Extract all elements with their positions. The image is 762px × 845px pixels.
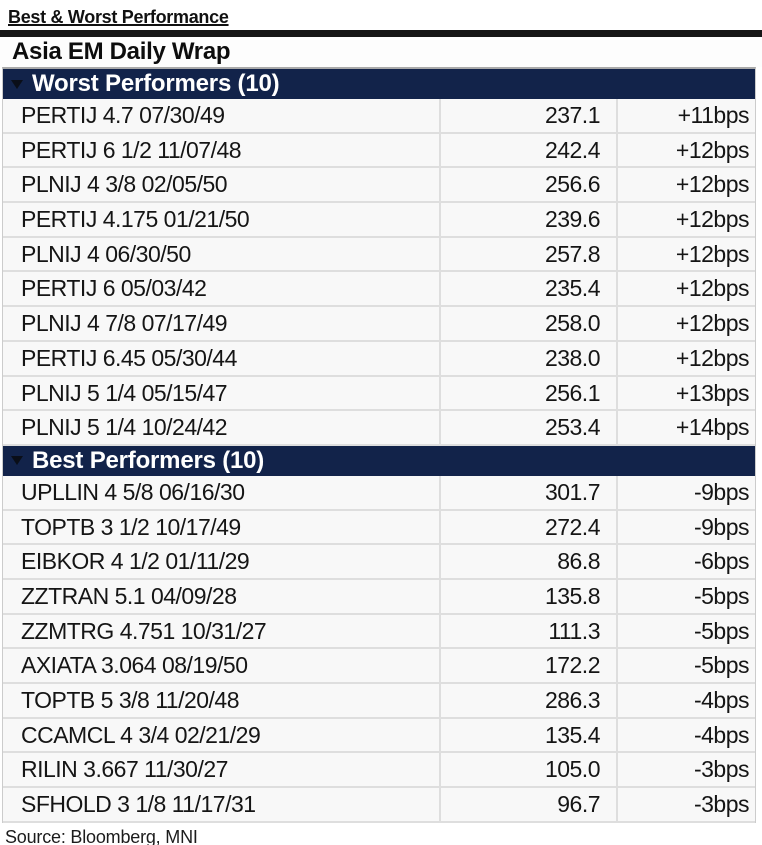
bond-price: 258.0: [439, 307, 616, 340]
bond-change: +11bps: [616, 99, 755, 132]
section-header-worst-performers[interactable]: Worst Performers (10): [3, 69, 755, 99]
bond-change: -4bps: [616, 718, 755, 752]
bond-name: PERTIJ 6 05/03/42: [21, 275, 207, 302]
bond-change: -5bps: [616, 614, 755, 648]
bond-price: 272.4: [439, 510, 616, 544]
bond-name: ZZTRAN 5.1 04/09/28: [21, 582, 237, 609]
bond-change: +13bps: [616, 376, 755, 410]
bond-change: -9bps: [616, 475, 755, 509]
bond-change: +12bps: [616, 341, 755, 375]
source-attribution: Source: Bloomberg, MNI: [5, 826, 198, 845]
bond-change: +12bps: [616, 237, 755, 271]
bond-change: +14bps: [616, 411, 755, 444]
table-row: PLNIJ 4 06/30/50 257.8 +12bps: [3, 237, 755, 273]
table-row: PLNIJ 5 1/4 05/15/47 256.1 +13bps: [3, 376, 755, 412]
bond-change: +12bps: [616, 272, 755, 306]
bond-price: 286.3: [439, 684, 616, 717]
bond-price: 242.4: [439, 133, 616, 167]
bond-name: PLNIJ 4 06/30/50: [21, 240, 191, 267]
table-row: SFHOLD 3 1/8 11/17/31 96.7 -3bps: [3, 788, 755, 823]
top-rule-divider: [0, 30, 762, 37]
bond-change: +12bps: [616, 168, 755, 202]
bond-price: 238.0: [439, 341, 616, 375]
report-subtitle: Asia EM Daily Wrap: [0, 37, 762, 67]
bond-price: 256.6: [439, 168, 616, 202]
bond-name: TOPTB 5 3/8 11/20/48: [21, 687, 240, 713]
bond-change: -3bps: [616, 788, 755, 821]
table-row: PERTIJ 4.7 07/30/49 237.1 +11bps: [3, 99, 755, 134]
bond-price: 96.7: [439, 788, 616, 821]
bond-name: PLNIJ 5 1/4 05/15/47: [21, 379, 228, 406]
bond-name: EIBKOR 4 1/2 01/11/29: [21, 548, 250, 575]
bond-name: PLNIJ 4 3/8 02/05/50: [21, 171, 228, 198]
table-row: PERTIJ 6.45 05/30/44 238.0 +12bps: [3, 341, 755, 377]
bond-name: PERTIJ 4.7 07/30/49: [21, 102, 225, 128]
bond-change: +12bps: [616, 133, 755, 167]
bond-name: PERTIJ 4.175 01/21/50: [21, 206, 250, 233]
bond-price: 135.4: [439, 718, 616, 752]
bond-price: 301.7: [439, 475, 616, 509]
bond-name: SFHOLD 3 1/8 11/17/31: [21, 791, 256, 818]
bond-change: +12bps: [616, 203, 755, 236]
table-row: TOPTB 3 1/2 10/17/49 272.4 -9bps: [3, 510, 755, 546]
section-label: Worst Performers (10): [32, 70, 280, 97]
table-row: AXIATA 3.064 08/19/50 172.2 -5bps: [3, 649, 755, 684]
table-row: TOPTB 5 3/8 11/20/48 286.3 -4bps: [3, 684, 755, 719]
table-row: RILIN 3.667 11/30/27 105.0 -3bps: [3, 753, 755, 789]
table-row: EIBKOR 4 1/2 01/11/29 86.8 -6bps: [3, 545, 755, 580]
bond-change: -3bps: [616, 753, 755, 787]
table-row: PERTIJ 6 1/2 11/07/48 242.4 +12bps: [3, 133, 755, 169]
bond-change: -9bps: [616, 510, 755, 544]
bond-name: ZZMTRG 4.751 10/31/27: [21, 617, 267, 644]
bond-price: 111.3: [439, 614, 616, 648]
table-row: PLNIJ 4 7/8 07/17/49 258.0 +12bps: [3, 307, 755, 342]
bond-price: 239.6: [439, 203, 616, 236]
bond-name: RILIN 3.667 11/30/27: [21, 756, 228, 783]
table-row: PLNIJ 5 1/4 10/24/42 253.4 +14bps: [3, 411, 755, 446]
bond-change: -5bps: [616, 649, 755, 682]
bond-name: AXIATA 3.064 08/19/50: [21, 652, 248, 679]
bond-price: 257.8: [439, 237, 616, 271]
bond-name: CCAMCL 4 3/4 02/21/29: [21, 721, 261, 748]
bond-change: +12bps: [616, 307, 755, 340]
table-row: PERTIJ 4.175 01/21/50 239.6 +12bps: [3, 203, 755, 238]
triangle-down-icon[interactable]: [11, 79, 23, 89]
table-row: UPLLIN 4 5/8 06/16/30 301.7 -9bps: [3, 475, 755, 511]
triangle-down-icon[interactable]: [11, 456, 23, 466]
bond-change: -6bps: [616, 545, 755, 578]
page-title: Best & Worst Performance: [8, 7, 229, 27]
table-row: ZZMTRG 4.751 10/31/27 111.3 -5bps: [3, 614, 755, 650]
bond-name: PERTIJ 6.45 05/30/44: [21, 344, 237, 371]
section-header-best-performers[interactable]: Best Performers (10): [3, 445, 755, 476]
bond-name: PLNIJ 5 1/4 10/24/42: [21, 414, 228, 441]
performance-table: Worst Performers (10) PERTIJ 4.7 07/30/4…: [2, 67, 756, 823]
table-row: CCAMCL 4 3/4 02/21/29 135.4 -4bps: [3, 718, 755, 754]
bond-price: 256.1: [439, 376, 616, 410]
bond-change: -5bps: [616, 579, 755, 613]
bond-price: 172.2: [439, 649, 616, 682]
bond-name: PLNIJ 4 7/8 07/17/49: [21, 310, 228, 337]
bond-price: 253.4: [439, 411, 616, 444]
bond-change: -4bps: [616, 684, 755, 717]
bond-price: 86.8: [439, 545, 616, 578]
bond-name: PERTIJ 6 1/2 11/07/48: [21, 136, 242, 163]
bond-name: TOPTB 3 1/2 10/17/49: [21, 513, 241, 540]
table-row: ZZTRAN 5.1 04/09/28 135.8 -5bps: [3, 579, 755, 615]
bond-price: 237.1: [439, 99, 616, 132]
table-row: PERTIJ 6 05/03/42 235.4 +12bps: [3, 272, 755, 308]
bond-price: 135.8: [439, 579, 616, 613]
bond-name: UPLLIN 4 5/8 06/16/30: [21, 478, 245, 505]
bond-price: 235.4: [439, 272, 616, 306]
section-label: Best Performers (10): [32, 446, 265, 474]
bond-price: 105.0: [439, 753, 616, 787]
table-row: PLNIJ 4 3/8 02/05/50 256.6 +12bps: [3, 168, 755, 204]
